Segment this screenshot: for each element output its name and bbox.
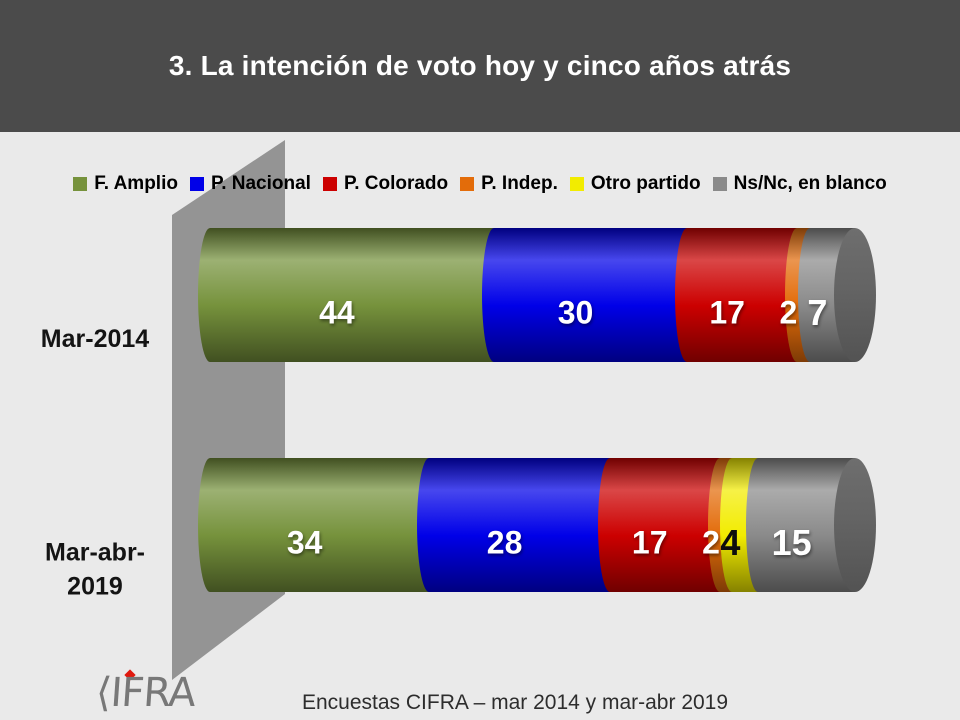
- legend-swatch-ns-nc-en-blanco: [712, 177, 727, 191]
- bar-segment-p-colorado: [675, 228, 797, 362]
- legend-item-p-colorado: P. Colorado: [322, 173, 449, 195]
- cifra-logo: ⟨IFRA: [94, 664, 226, 716]
- chart-legend: F. Amplio P. Nacional P. Colorado P. Indep.…: [0, 170, 960, 198]
- bar-segment-p-colorado: [597, 458, 720, 592]
- bar-row-mar-abr-2019: 34 28 17 2 4 15 Mar-abr- 2019: [0, 458, 960, 600]
- legend-swatch-p-indep: [460, 177, 475, 191]
- bar-value-label: 17: [709, 294, 745, 331]
- bar-value-label: 15: [771, 522, 812, 563]
- footer-caption: Encuestas CIFRA – mar 2014 y mar-abr 201…: [302, 691, 729, 714]
- bar-value-label: 4: [720, 522, 741, 563]
- legend-swatch-f-amplio: [73, 177, 88, 191]
- bar-value-label: 44: [319, 294, 355, 331]
- cylinder-end-cap: [834, 228, 876, 362]
- legend-item-p-indep: P. Indep.: [460, 173, 558, 195]
- legend-label: F. Amplio: [94, 173, 178, 194]
- legend-swatch-otro-partido: [569, 177, 584, 191]
- category-label: Mar-abr- 2019: [44, 538, 146, 600]
- bar-value-label: 28: [486, 524, 523, 561]
- category-label: Mar-2014: [40, 325, 150, 354]
- bar-value-label: 30: [557, 294, 594, 331]
- legend-item-ns-nc-en-blanco: Ns/Nc, en blanco: [712, 173, 887, 195]
- legend-item-otro-partido: Otro partido: [569, 173, 701, 195]
- header-bar: 3. La intención de voto hoy y cinco años…: [0, 0, 960, 132]
- bar-value-label: 2: [779, 294, 798, 331]
- bar-value-label: 17: [631, 524, 668, 561]
- legend-label: P. Colorado: [343, 173, 449, 194]
- legend-swatch-p-colorado: [322, 177, 337, 191]
- bar-value-label: 2: [702, 524, 720, 561]
- bar-segment-p-nacional: [417, 458, 610, 592]
- legend-label: P. Indep.: [481, 173, 558, 194]
- bar-value-label: 34: [286, 524, 323, 561]
- cylinder-end-cap: [834, 458, 876, 592]
- legend-item-p-nacional: P. Nacional: [189, 173, 311, 195]
- logo-text: ⟨IFRA: [94, 670, 197, 716]
- legend-label: Otro partido: [590, 173, 701, 194]
- bar-segment-f-amplio: [197, 458, 430, 592]
- bar-value-label: 7: [807, 292, 828, 333]
- bar-segment-p-nacional: [481, 228, 688, 362]
- legend-item-f-amplio: F. Amplio: [73, 173, 178, 195]
- bar-row-mar-2014: 44 30 17 2 7 Mar-2014: [0, 228, 960, 362]
- legend-label: P. Nacional: [210, 173, 311, 194]
- legend-swatch-p-nacional: [189, 177, 204, 191]
- legend-label: Ns/Nc, en blanco: [733, 173, 887, 194]
- page-title: 3. La intención de voto hoy y cinco años…: [168, 50, 792, 81]
- bar-segment-f-amplio: [198, 228, 494, 362]
